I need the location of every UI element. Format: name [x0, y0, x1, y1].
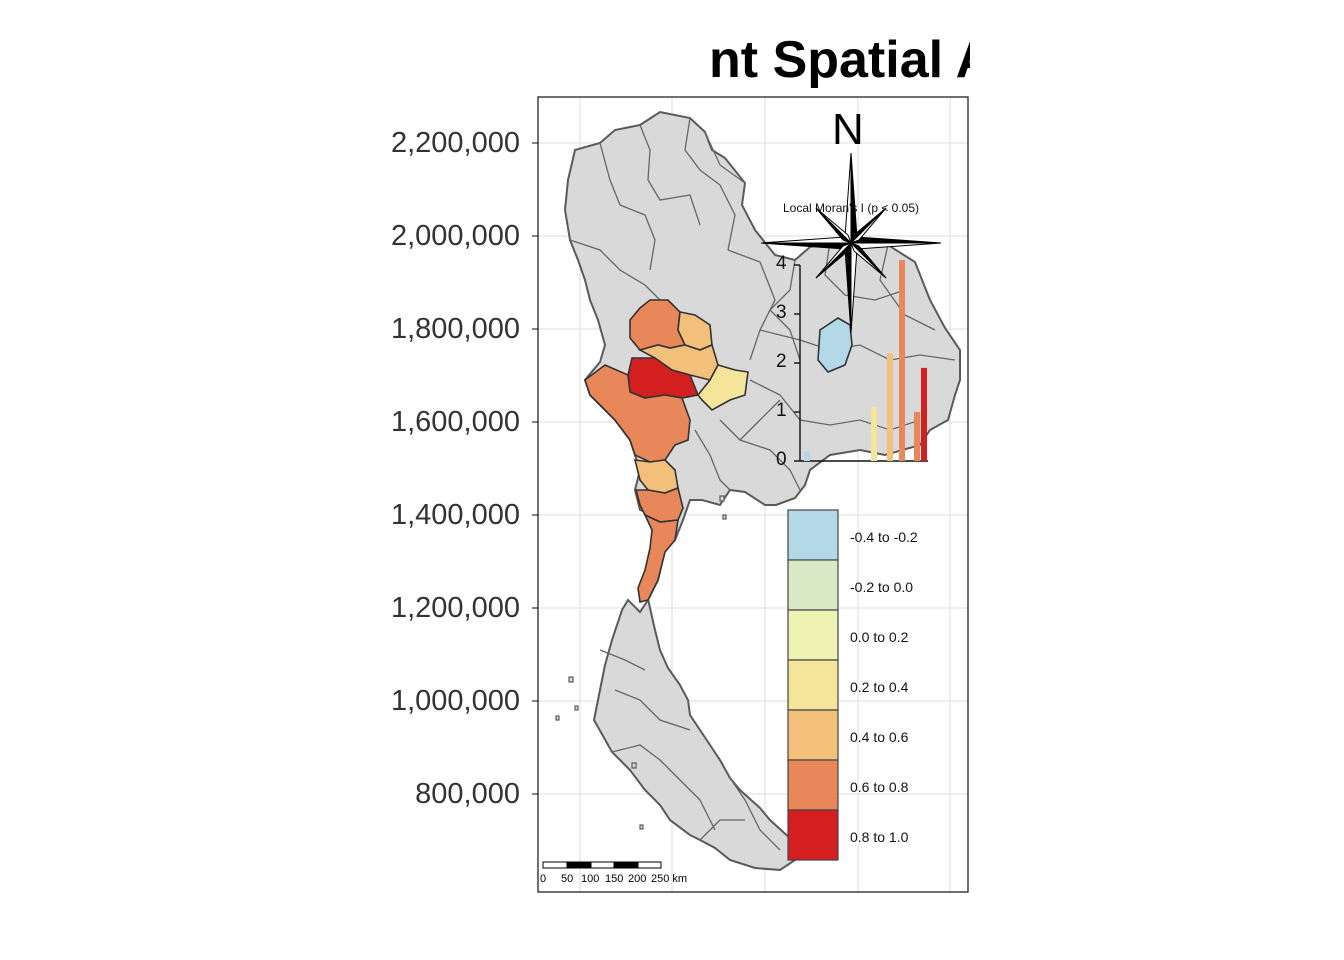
scale-bar [542, 861, 662, 869]
y-tick-label: 1,000,000 [390, 685, 520, 717]
inset-y-tick: 1 [776, 400, 787, 421]
scale-label: 200 [628, 873, 647, 885]
scale-label: 0 [540, 873, 547, 885]
legend-label: -0.2 to 0.0 [850, 579, 914, 595]
province-orange-west [584, 364, 691, 463]
y-tick-label: 2,000,000 [390, 220, 520, 252]
y-tick-label: 1,600,000 [390, 406, 520, 438]
inset-chart-axes [794, 264, 928, 462]
legend-label: 0.6 to 0.8 [850, 779, 909, 795]
legend-swatch [787, 809, 839, 861]
scale-label: 100 [581, 873, 600, 885]
inset-bar [887, 353, 893, 461]
inset-y-tick: 0 [776, 449, 787, 470]
inset-bar [921, 367, 927, 461]
legend-swatch [787, 559, 839, 611]
legend-label: 0.8 to 1.0 [850, 829, 909, 845]
legend-swatch [787, 509, 839, 561]
inset-bar [899, 260, 905, 461]
y-tick-label: 1,200,000 [390, 592, 520, 624]
north-arrow-label: N [832, 105, 864, 154]
province-yellow-east [696, 364, 749, 411]
y-tick-label: 1,400,000 [390, 499, 520, 531]
scale-label: 150 [605, 873, 624, 885]
inset-bar [871, 407, 877, 461]
y-tick-label: 1,800,000 [390, 313, 520, 345]
legend-label: -0.4 to -0.2 [850, 529, 918, 545]
legend-label: 0.4 to 0.6 [850, 729, 909, 745]
province-orange-south1 [634, 486, 684, 523]
north-arrow [760, 152, 942, 334]
map-panel-border [537, 96, 969, 893]
legend-label: 0.2 to 0.4 [850, 679, 909, 695]
legend-swatch [787, 609, 839, 661]
inset-chart-title: Local Moran's I (p < 0.05) [783, 201, 920, 215]
scale-label: 50 [561, 873, 574, 885]
inset-y-tick: 3 [776, 302, 787, 323]
inset-chart-bars [804, 260, 927, 461]
islands [555, 495, 727, 830]
y-tick-label: 2,200,000 [390, 127, 520, 159]
inset-y-tick: 4 [776, 253, 787, 274]
inset-y-tick: 2 [776, 351, 787, 372]
title-clip: nt Spatial Autocorrelatio [370, 28, 970, 98]
page-title: nt Spatial Autocorrelatio [709, 31, 970, 89]
legend-swatch [787, 659, 839, 711]
highlighted-provinces [584, 299, 853, 603]
legend-swatch [787, 709, 839, 761]
inset-bar [804, 451, 810, 461]
province-blue-east [817, 317, 853, 373]
y-tick-label: 800,000 [415, 778, 520, 810]
legend-label: 0.0 to 0.2 [850, 629, 909, 645]
legend-swatches [787, 509, 839, 861]
legend-swatch [787, 759, 839, 811]
inset-bar [914, 412, 920, 461]
scale-label: 250 km [651, 873, 688, 885]
y-axis-ticks [532, 142, 538, 795]
province-orange-south2 [637, 513, 679, 603]
